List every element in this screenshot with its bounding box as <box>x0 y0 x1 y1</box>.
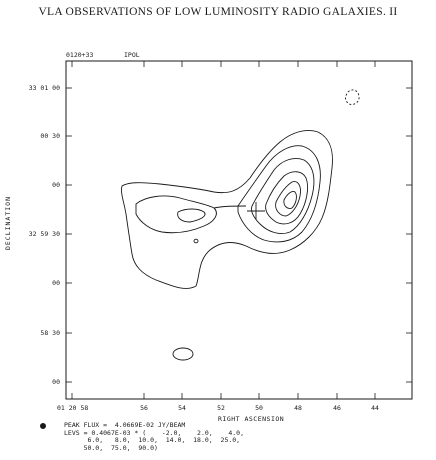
negative-contour-ne <box>345 89 360 105</box>
x-tick-label: 52 <box>217 404 225 412</box>
levels-line-3: 50.0, 75.0, 90.0) <box>64 443 158 452</box>
contour-level-3-west <box>177 208 206 223</box>
contour-blob-south <box>172 347 194 361</box>
contour-level-2-east <box>237 145 321 243</box>
contours <box>121 89 360 361</box>
polarization-label: IPOL <box>124 51 140 59</box>
map-footer: PEAK FLUX = 4.0669E-02 JY/BEAM LEVS = 0.… <box>64 421 245 452</box>
levels-line-1: LEVS = 0.4067E-03 * ( -2.0, 2.0, 4.0, <box>64 428 245 437</box>
y-tick-label: 00 <box>52 279 60 287</box>
core-position-marker <box>247 202 265 220</box>
x-axis-ticks <box>71 61 376 399</box>
x-tick-label: 01 20 58 <box>57 404 89 412</box>
x-tick-label: 50 <box>255 404 263 412</box>
y-axis-title: DECLINATION <box>4 196 12 251</box>
contour-level-4-east <box>265 171 309 225</box>
contour-level-2-west <box>135 195 217 234</box>
x-tick-label: 56 <box>140 404 148 412</box>
x-tick-label: 54 <box>178 404 186 412</box>
contour-blob-small <box>193 238 199 244</box>
y-tick-label: 00 30 <box>40 132 60 140</box>
levels-line-2: 6.0, 8.0, 10.0, 14.0, 18.0, 25.0, <box>64 436 241 444</box>
peak-flux: PEAK FLUX = 4.0669E-02 JY/BEAM <box>64 421 186 429</box>
source-name: 0120+33 <box>66 51 94 59</box>
bullet-marker <box>40 423 46 429</box>
x-tick-label: 48 <box>294 404 302 412</box>
contour-level-5-east <box>275 181 301 217</box>
running-head: VLA OBSERVATIONS OF LOW LUMINOSITY RADIO… <box>38 6 398 18</box>
contour-level-1 <box>121 130 333 289</box>
jet-ridge <box>213 205 247 209</box>
contour-level-6-east <box>283 191 297 209</box>
contour-level-3-east <box>251 158 315 235</box>
x-tick-label: 46 <box>333 404 341 412</box>
y-tick-label: 00 <box>52 378 60 386</box>
map-frame <box>65 60 413 400</box>
y-tick-label: 32 59 30 <box>28 230 60 238</box>
x-tick-label: 44 <box>371 404 379 412</box>
y-axis-ticks <box>66 87 412 383</box>
x-axis-title: RIGHT ASCENSION <box>218 415 285 423</box>
y-tick-label: 33 01 00 <box>28 84 60 92</box>
y-tick-label: 58 30 <box>40 329 60 337</box>
y-tick-label: 00 <box>52 181 60 189</box>
